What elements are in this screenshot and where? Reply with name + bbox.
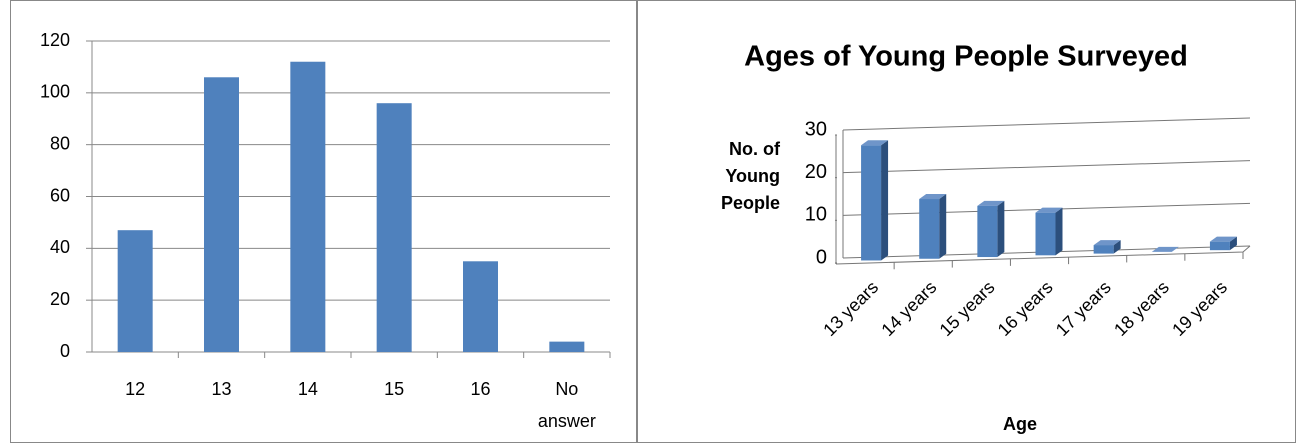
x-tick-label: 16 xyxy=(470,379,491,399)
y-tick-label: 60 xyxy=(50,185,70,205)
bar xyxy=(1209,236,1237,251)
x-tick-label: 12 xyxy=(125,379,146,399)
y-tick-label: 30 xyxy=(805,118,827,140)
x-tick-label: 16 years xyxy=(994,277,1057,340)
y-axis-label: No. of Young People xyxy=(720,139,780,213)
bar xyxy=(117,230,153,352)
bar xyxy=(463,261,498,352)
x-tick-label: 15 xyxy=(384,379,405,399)
bar xyxy=(1093,240,1121,254)
x-tick-label: 14 years xyxy=(877,277,940,340)
grid-line xyxy=(842,160,1251,174)
bar xyxy=(1151,246,1179,252)
x-tick-label: 13 years xyxy=(819,277,882,340)
y-tick-label: 10 xyxy=(805,204,827,226)
x-tick-label: 13 xyxy=(211,379,232,399)
x-axis-label: Age xyxy=(1003,414,1037,434)
x-tick-label: 17 years xyxy=(1052,277,1115,340)
y-tick-label: 20 xyxy=(50,289,70,309)
y-tick-label: 120 xyxy=(40,30,70,50)
bar xyxy=(290,61,326,352)
y-tick-label: 0 xyxy=(60,341,70,361)
bar xyxy=(1035,207,1063,256)
bar xyxy=(376,103,412,352)
y-tick-label: 100 xyxy=(40,82,70,102)
bar xyxy=(919,194,947,259)
x-tick-label: No answer xyxy=(537,379,596,431)
x-tick-label: 14 xyxy=(297,379,318,399)
bar xyxy=(861,140,889,261)
x-tick-label: 18 years xyxy=(1110,277,1173,340)
bar xyxy=(204,77,239,353)
grid-line xyxy=(842,117,1251,131)
bar xyxy=(977,200,1005,258)
y-tick-label: 0 xyxy=(816,246,827,268)
y-tick-label: 80 xyxy=(50,133,70,153)
bar xyxy=(549,341,585,352)
x-tick-label: 15 years xyxy=(936,277,999,340)
x-tick-label: 19 years xyxy=(1168,277,1231,340)
chart-title: Ages of Young People Surveyed xyxy=(744,41,1188,73)
y-tick-label: 40 xyxy=(50,237,70,257)
y-tick-label: 20 xyxy=(805,161,827,183)
